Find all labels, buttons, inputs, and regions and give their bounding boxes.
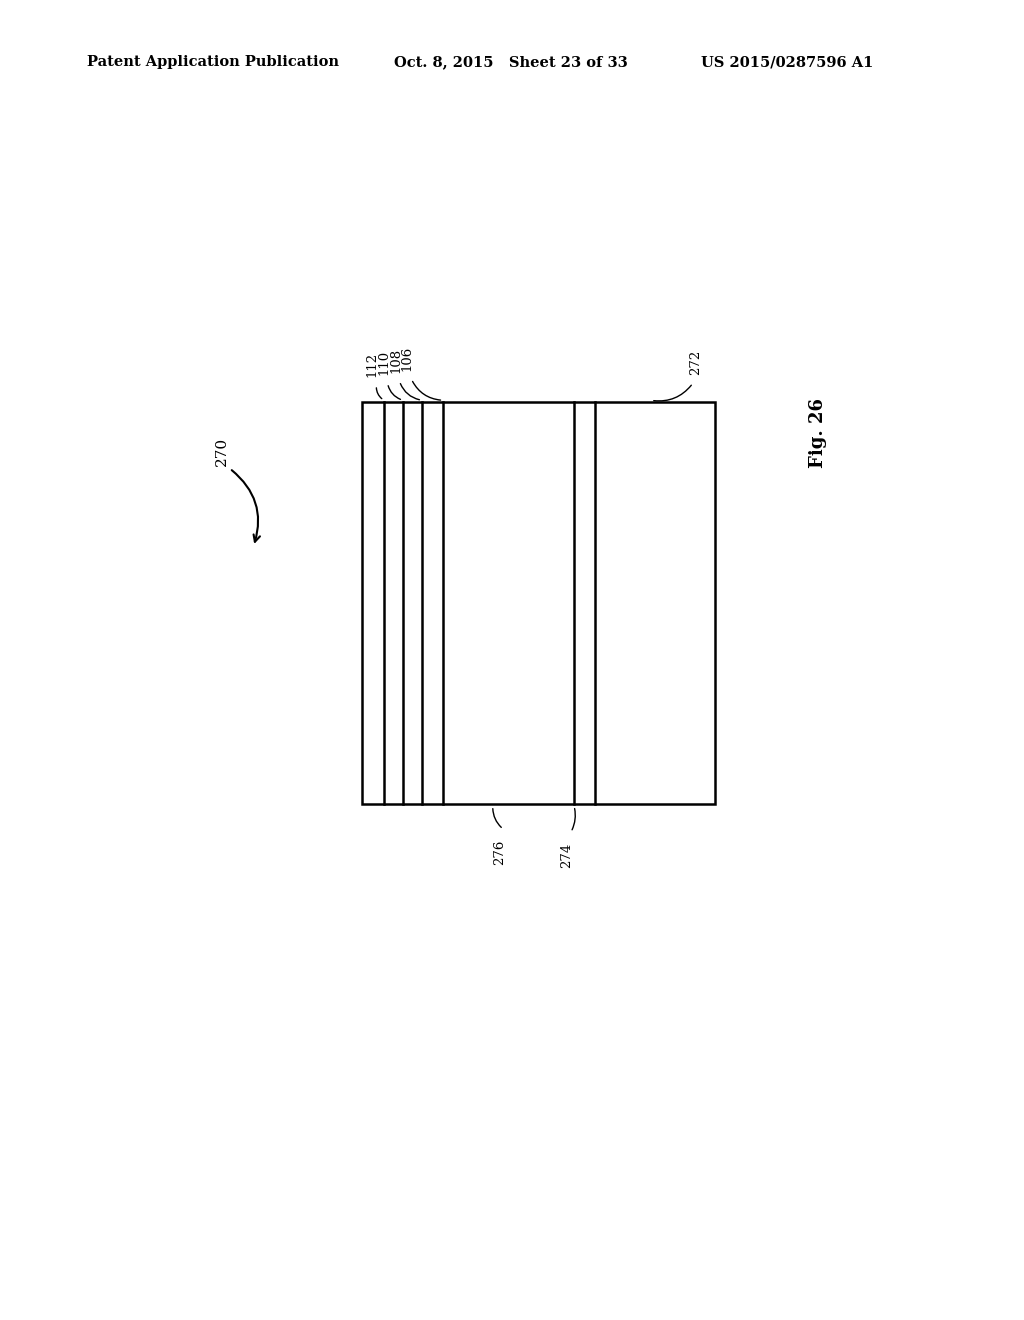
Text: 108: 108 xyxy=(389,347,402,372)
Text: 110: 110 xyxy=(377,350,390,375)
Text: Oct. 8, 2015   Sheet 23 of 33: Oct. 8, 2015 Sheet 23 of 33 xyxy=(394,55,628,70)
Text: 106: 106 xyxy=(400,346,414,371)
Text: 274: 274 xyxy=(560,842,573,867)
Text: Patent Application Publication: Patent Application Publication xyxy=(87,55,339,70)
Text: 112: 112 xyxy=(366,352,379,378)
Text: 272: 272 xyxy=(689,350,701,375)
Text: US 2015/0287596 A1: US 2015/0287596 A1 xyxy=(701,55,873,70)
Text: 276: 276 xyxy=(493,840,506,865)
Text: Fig. 26: Fig. 26 xyxy=(809,397,827,467)
Text: 270: 270 xyxy=(215,437,228,466)
Bar xyxy=(362,403,715,804)
